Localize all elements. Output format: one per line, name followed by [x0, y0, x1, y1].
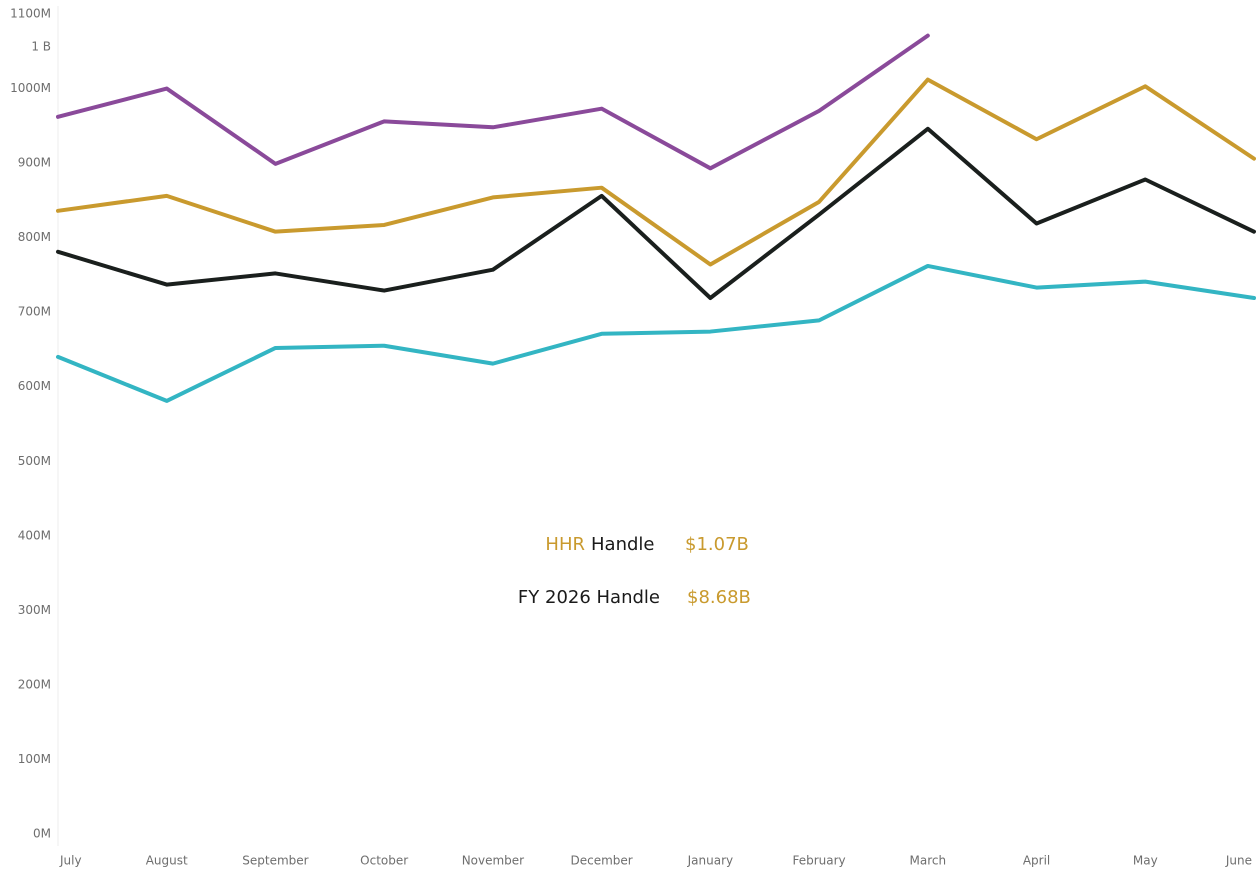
- annotation: $1.07B: [685, 534, 749, 555]
- x-tick-label: December: [571, 854, 633, 868]
- x-tick-label: November: [462, 854, 524, 868]
- x-tick-label: March: [910, 854, 947, 868]
- series-line: [56, 263, 1256, 403]
- y-tick-label: 700M: [18, 305, 51, 319]
- annotation: Handle: [591, 534, 654, 555]
- y-tick-label: 300M: [18, 603, 51, 617]
- x-tick-label: July: [59, 854, 82, 868]
- x-tick-label: October: [360, 854, 408, 868]
- x-tick-label: August: [146, 854, 188, 868]
- x-tick-label: September: [242, 854, 308, 868]
- y-tick-label: 500M: [18, 454, 51, 468]
- y-tick-label: 900M: [18, 156, 51, 170]
- y-tick-label: 1000M: [10, 81, 51, 95]
- annotation: HHR: [545, 534, 585, 555]
- y-tick-label: 0M: [33, 827, 51, 841]
- y-tick-label: 400M: [18, 528, 51, 542]
- x-tick-label: June: [1225, 854, 1252, 868]
- y-tick-label: 200M: [18, 677, 51, 691]
- y-tick-label: 100M: [18, 752, 51, 766]
- annotation: $8.68B: [687, 587, 751, 608]
- y-tick-label: 600M: [18, 379, 51, 393]
- x-tick-label: April: [1023, 854, 1050, 868]
- x-tick-label: February: [792, 854, 845, 868]
- axis-note: 1 B: [31, 40, 51, 54]
- y-tick-label: 1100M: [10, 7, 51, 21]
- annotation: FY 2026 Handle: [518, 587, 660, 608]
- y-tick-label: 800M: [18, 230, 51, 244]
- series-line: [56, 33, 930, 171]
- series-line: [56, 77, 1256, 267]
- x-tick-label: January: [687, 854, 734, 868]
- series-line: [56, 126, 1256, 301]
- x-tick-label: May: [1133, 854, 1158, 868]
